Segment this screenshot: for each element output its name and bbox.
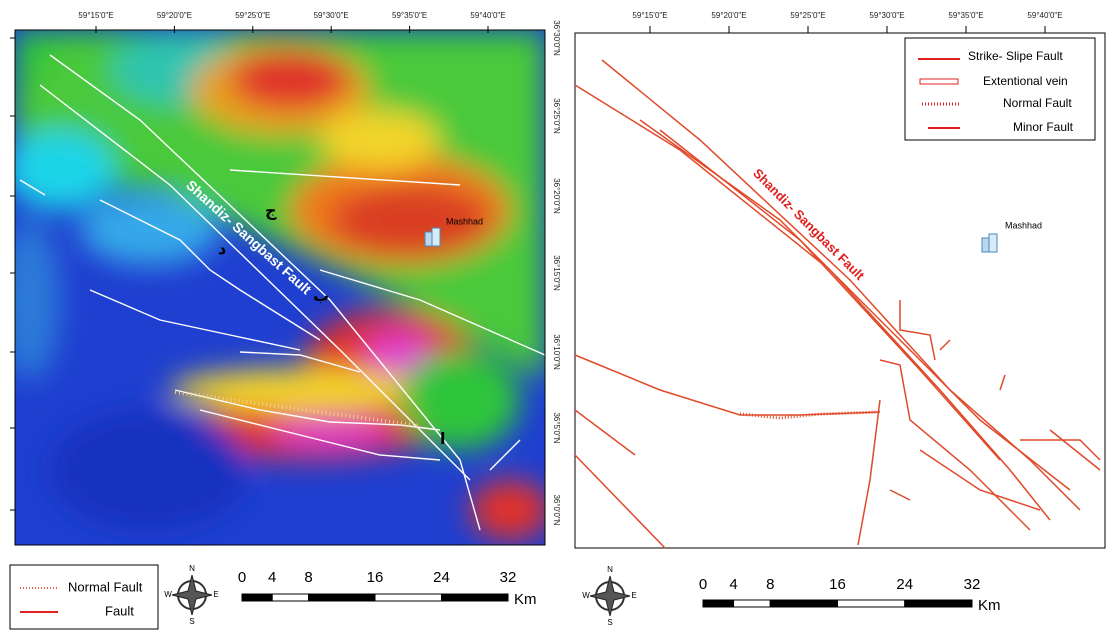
raster-map bbox=[0, 30, 550, 545]
scale-segment bbox=[703, 600, 734, 607]
lon-label: 59°30'0"E bbox=[869, 11, 904, 20]
zone-letter: ب bbox=[313, 288, 329, 305]
legend-label: Minor Fault bbox=[1013, 120, 1074, 134]
lat-label: 36°0'0"N bbox=[552, 494, 561, 525]
scale-unit: Km bbox=[978, 597, 1001, 614]
compass-w: W bbox=[164, 590, 172, 599]
scale-segment bbox=[442, 594, 509, 601]
lon-label: 59°25'0"E bbox=[235, 11, 270, 20]
figure: Shandiz- Sangbast Fault Mashhad Normal F… bbox=[0, 0, 1115, 630]
lat-label: 36°20'0"N bbox=[552, 178, 561, 214]
legend-box bbox=[10, 565, 158, 629]
lon-label: 59°35'0"E bbox=[392, 11, 427, 20]
scale-unit: Km bbox=[514, 591, 537, 608]
page: {"left_map": {"lon_labels": ["59°15'0\"E… bbox=[0, 0, 1115, 630]
compass-n: N bbox=[189, 564, 195, 573]
legend-label: Fault bbox=[105, 603, 134, 618]
lat-label: 36°10'0"N bbox=[552, 334, 561, 370]
zone-letter: ا bbox=[440, 431, 445, 448]
lat-label: 36°30'0"N bbox=[552, 20, 561, 56]
scale-label: 8 bbox=[766, 576, 774, 593]
scale-segment bbox=[734, 600, 771, 607]
lon-label: 59°20'0"E bbox=[157, 11, 192, 20]
lon-label: 59°35'0"E bbox=[948, 11, 983, 20]
legend-label: Strike- Slipe Fault bbox=[968, 49, 1063, 63]
lon-label: 59°40'0"E bbox=[1027, 11, 1062, 20]
scale-label: 24 bbox=[896, 576, 913, 593]
scale-label: 4 bbox=[268, 569, 276, 586]
scale-label: 16 bbox=[829, 576, 846, 593]
scale-label: 24 bbox=[433, 569, 450, 586]
legend-label: Extentional vein bbox=[983, 74, 1068, 88]
scale-label: 32 bbox=[500, 569, 517, 586]
lon-label: 59°40'0"E bbox=[470, 11, 505, 20]
legend-label: Normal Fault bbox=[1003, 96, 1072, 110]
compass-s: S bbox=[189, 617, 194, 626]
legend-label: Normal Fault bbox=[68, 579, 143, 594]
city-label: Mashhad bbox=[446, 216, 483, 226]
scale-label: 16 bbox=[367, 569, 384, 586]
zone-letter: د bbox=[218, 241, 226, 258]
scale-segment bbox=[905, 600, 972, 607]
lon-label: 59°25'0"E bbox=[790, 11, 825, 20]
lat-label: 36°25'0"N bbox=[552, 98, 561, 134]
scale-segment bbox=[838, 600, 905, 607]
scale-segment bbox=[375, 594, 442, 601]
scale-segment bbox=[770, 600, 837, 607]
compass-star bbox=[590, 576, 630, 616]
lat-label: 36°15'0"N bbox=[552, 255, 561, 291]
scale-segment bbox=[309, 594, 376, 601]
scale-label: 0 bbox=[238, 569, 246, 586]
lon-label: 59°30'0"E bbox=[314, 11, 349, 20]
zone-letter: ج bbox=[265, 203, 277, 220]
compass-s: S bbox=[607, 618, 612, 627]
scale-label: 4 bbox=[729, 576, 737, 593]
city-label: Mashhad bbox=[1005, 220, 1042, 230]
scale-segment bbox=[242, 594, 272, 601]
compass-star bbox=[172, 575, 212, 615]
lon-label: 59°15'0"E bbox=[78, 11, 113, 20]
lat-label: 36°5'0"N bbox=[552, 412, 561, 443]
lon-label: 59°15'0"E bbox=[632, 11, 667, 20]
scale-label: 8 bbox=[304, 569, 312, 586]
compass-n: N bbox=[607, 565, 613, 574]
scale-segment bbox=[272, 594, 308, 601]
scale-label: 0 bbox=[699, 576, 707, 593]
lon-label: 59°20'0"E bbox=[711, 11, 746, 20]
scale-label: 32 bbox=[964, 576, 981, 593]
compass-w: W bbox=[582, 591, 590, 600]
compass-e: E bbox=[213, 590, 218, 599]
compass-e: E bbox=[631, 591, 636, 600]
